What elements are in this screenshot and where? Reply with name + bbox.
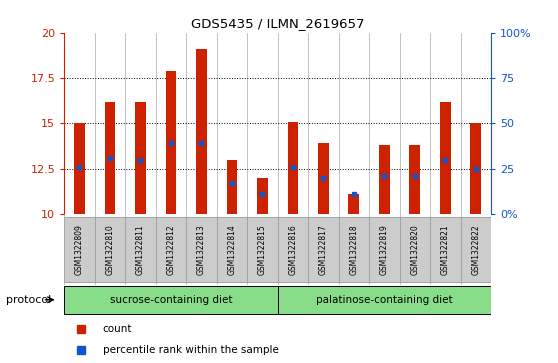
Bar: [318, 143, 329, 214]
Bar: [74, 123, 85, 214]
Text: GSM1322811: GSM1322811: [136, 224, 145, 275]
Bar: [430, 217, 460, 282]
Bar: [470, 123, 481, 214]
Text: GSM1322813: GSM1322813: [197, 224, 206, 275]
Text: GSM1322812: GSM1322812: [166, 224, 175, 275]
Bar: [64, 217, 95, 282]
Bar: [339, 217, 369, 282]
Bar: [278, 217, 308, 282]
Bar: [460, 217, 491, 282]
Bar: [400, 217, 430, 282]
Bar: [349, 194, 359, 214]
Text: GSM1322818: GSM1322818: [349, 224, 358, 275]
Bar: [125, 217, 156, 282]
Bar: [379, 145, 389, 214]
Text: GSM1322809: GSM1322809: [75, 224, 84, 275]
Text: sucrose-containing diet: sucrose-containing diet: [109, 295, 232, 305]
Bar: [227, 160, 237, 214]
Bar: [308, 217, 339, 282]
Text: GSM1322810: GSM1322810: [105, 224, 114, 275]
Bar: [217, 217, 247, 282]
Text: GSM1322814: GSM1322814: [227, 224, 237, 275]
Title: GDS5435 / ILMN_2619657: GDS5435 / ILMN_2619657: [191, 17, 364, 30]
Bar: [95, 217, 125, 282]
Bar: [287, 122, 298, 214]
Bar: [278, 286, 491, 314]
Bar: [369, 217, 400, 282]
Text: GSM1322820: GSM1322820: [410, 224, 419, 275]
Text: GSM1322822: GSM1322822: [472, 224, 480, 275]
Bar: [257, 178, 268, 214]
Text: count: count: [103, 324, 132, 334]
Bar: [410, 145, 420, 214]
Bar: [64, 286, 277, 314]
Text: palatinose-containing diet: palatinose-containing diet: [316, 295, 453, 305]
Bar: [166, 71, 176, 214]
Text: GSM1322821: GSM1322821: [441, 224, 450, 275]
Bar: [247, 217, 277, 282]
Bar: [186, 217, 217, 282]
Bar: [440, 102, 451, 214]
Text: percentile rank within the sample: percentile rank within the sample: [103, 345, 278, 355]
Text: GSM1322817: GSM1322817: [319, 224, 328, 275]
Text: GSM1322819: GSM1322819: [380, 224, 389, 275]
Bar: [196, 49, 206, 214]
Bar: [135, 102, 146, 214]
Bar: [104, 102, 116, 214]
Text: GSM1322816: GSM1322816: [288, 224, 297, 275]
Text: GSM1322815: GSM1322815: [258, 224, 267, 275]
Bar: [156, 217, 186, 282]
Text: protocol: protocol: [6, 295, 51, 305]
